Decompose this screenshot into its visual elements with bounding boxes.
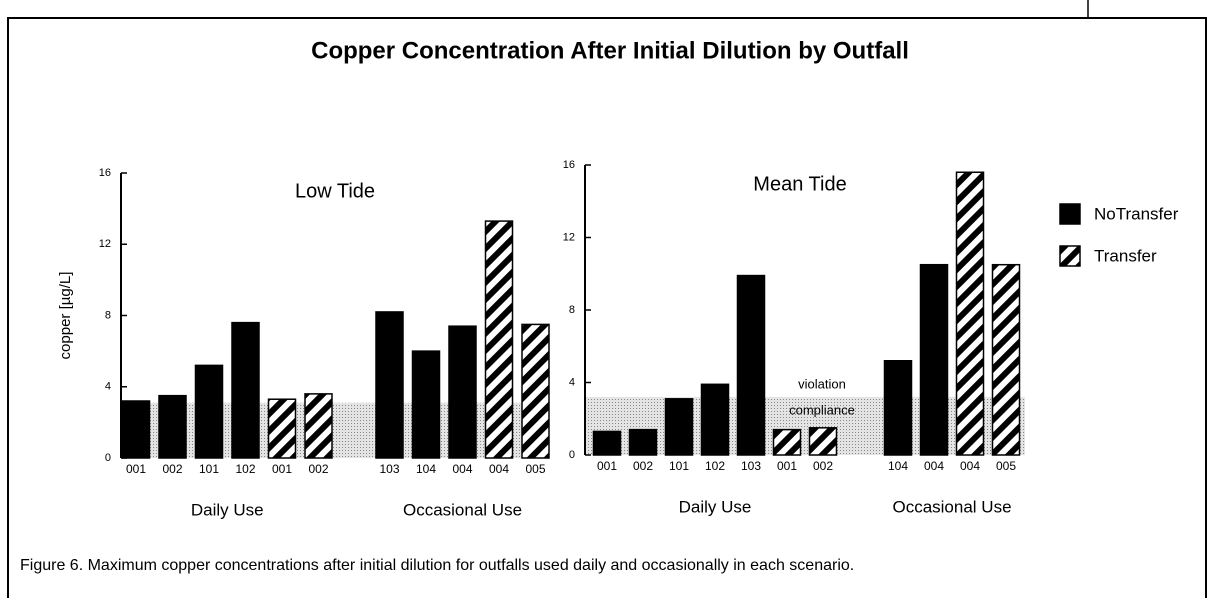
legend-swatch: [1059, 245, 1081, 267]
y-tick-label: 12: [99, 238, 111, 250]
chart-title: Mean Tide: [753, 173, 846, 195]
bar: [955, 171, 985, 456]
group-label: Daily Use: [679, 497, 752, 516]
bar: [991, 263, 1021, 456]
y-tick-label: 4: [105, 381, 111, 393]
bar: [231, 321, 260, 459]
group-label: Daily Use: [191, 500, 264, 519]
band-annotation: violation: [798, 376, 846, 391]
x-tick-label: 004: [489, 462, 509, 476]
bar: [411, 350, 441, 459]
x-tick-label: 004: [960, 459, 980, 473]
x-tick-label: 002: [308, 462, 328, 476]
x-tick-label: 103: [379, 462, 399, 476]
bar: [158, 394, 187, 459]
band-annotation: compliance: [789, 402, 855, 417]
y-tick-label: 0: [105, 452, 111, 464]
y-axis-label: copper [µg/L]: [57, 272, 74, 360]
compliance-band: [585, 397, 1025, 455]
bar: [883, 360, 913, 456]
y-tick-label: 16: [563, 159, 575, 171]
x-tick-label: 001: [777, 459, 797, 473]
x-tick-label: 102: [705, 459, 725, 473]
bar: [592, 430, 622, 456]
x-tick-label: 102: [235, 462, 255, 476]
y-tick-label: 0: [569, 449, 575, 461]
y-tick-label: 8: [569, 304, 575, 316]
x-tick-label: 001: [272, 462, 292, 476]
bar: [772, 428, 802, 456]
bar: [521, 323, 550, 459]
x-tick-label: 104: [416, 462, 436, 476]
x-tick-label: 104: [888, 459, 908, 473]
figure-title: Copper Concentration After Initial Dilut…: [311, 37, 909, 64]
y-tick-label: 16: [99, 167, 111, 179]
legend-label: NoTransfer: [1094, 204, 1179, 223]
frame: [7, 17, 1207, 598]
x-tick-label: 004: [452, 462, 472, 476]
bar: [194, 364, 224, 459]
x-tick-label: 101: [669, 459, 689, 473]
legend-label: Transfer: [1094, 246, 1157, 265]
group-label: Occasional Use: [403, 500, 522, 519]
x-tick-label: 004: [924, 459, 944, 473]
x-tick-label: 001: [597, 459, 617, 473]
bar: [628, 428, 658, 456]
group-label: Occasional Use: [892, 497, 1011, 516]
bar: [484, 220, 514, 459]
bar: [121, 400, 151, 459]
x-tick-label: 005: [525, 462, 545, 476]
x-tick-label: 002: [633, 459, 653, 473]
caption: Figure 6. Maximum copper concentrations …: [20, 557, 854, 574]
bar: [808, 427, 838, 456]
bar: [267, 398, 297, 459]
x-tick-label: 001: [126, 462, 146, 476]
x-tick-label: 005: [996, 459, 1016, 473]
legend-swatch: [1059, 203, 1081, 225]
y-tick-label: 12: [563, 231, 575, 243]
bar: [919, 263, 949, 456]
x-tick-label: 002: [162, 462, 182, 476]
chart-title: Low Tide: [295, 180, 375, 202]
bar: [700, 383, 730, 456]
bar: [736, 274, 766, 456]
bar: [664, 398, 694, 456]
x-tick-label: 101: [199, 462, 219, 476]
bar: [304, 393, 333, 459]
y-tick-label: 4: [569, 376, 575, 388]
bar: [375, 311, 404, 459]
bar: [448, 325, 477, 459]
compliance-band: [121, 402, 548, 458]
x-tick-label: 002: [813, 459, 833, 473]
x-tick-label: 103: [741, 459, 761, 473]
y-tick-label: 8: [105, 309, 111, 321]
